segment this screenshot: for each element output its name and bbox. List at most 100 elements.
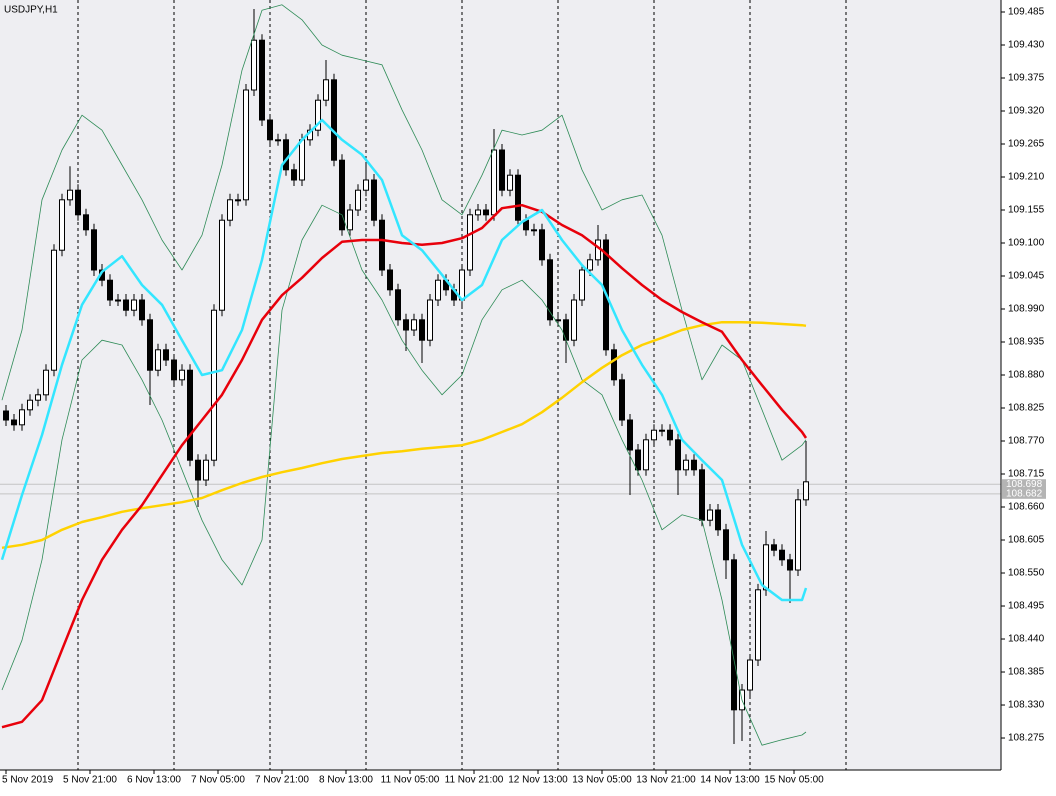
candle-body xyxy=(219,219,225,311)
candle-body xyxy=(131,299,137,311)
candle-body xyxy=(187,369,193,461)
x-tick-label: 15 Nov 05:00 xyxy=(764,775,824,786)
candle-body xyxy=(435,279,441,301)
candle-body xyxy=(203,459,209,481)
y-tick-label: 109.375 xyxy=(1008,73,1045,84)
candle-body xyxy=(243,89,249,201)
candle-body xyxy=(611,349,617,381)
y-tick-label: 108.385 xyxy=(1008,667,1045,678)
candle-body xyxy=(731,559,737,711)
candle-body xyxy=(403,319,409,331)
x-tick-label: 5 Nov 21:00 xyxy=(63,775,117,786)
y-tick-label: 109.265 xyxy=(1008,139,1045,150)
candle-body xyxy=(539,229,545,261)
candle-body xyxy=(419,319,425,341)
x-tick-label: 7 Nov 05:00 xyxy=(191,775,245,786)
x-tick-label: 13 Nov 21:00 xyxy=(636,775,696,786)
candle-body xyxy=(43,369,49,396)
candle-body xyxy=(315,99,321,131)
candle-body xyxy=(291,169,297,181)
candle-body xyxy=(323,79,329,101)
candle-body xyxy=(363,179,369,191)
candle-body xyxy=(651,429,657,441)
y-tick-label: 109.155 xyxy=(1008,205,1045,216)
candle-body xyxy=(571,299,577,341)
x-tick-label: 7 Nov 21:00 xyxy=(255,775,309,786)
y-tick-label: 108.275 xyxy=(1008,733,1045,744)
candle-body xyxy=(643,439,649,471)
candle-body xyxy=(227,199,233,221)
candle-body xyxy=(75,189,81,216)
candle-body xyxy=(499,149,505,191)
candle-body xyxy=(27,399,33,411)
x-tick-label: 14 Nov 13:00 xyxy=(700,775,760,786)
y-tick-label: 108.715 xyxy=(1008,469,1045,480)
candle-body xyxy=(83,214,89,231)
candle-body xyxy=(747,659,753,691)
candle-body xyxy=(19,409,25,426)
y-tick-label: 108.550 xyxy=(1008,568,1045,579)
candle-body xyxy=(147,319,153,371)
y-tick-label: 108.825 xyxy=(1008,403,1045,414)
candle-body xyxy=(331,79,337,161)
candle-body xyxy=(163,349,169,361)
y-tick-label: 109.100 xyxy=(1008,238,1045,249)
candle-body xyxy=(371,179,377,221)
candle-body xyxy=(723,529,729,561)
x-tick-label: 6 Nov 13:00 xyxy=(127,775,181,786)
candle-body xyxy=(619,379,625,421)
x-tick-label: 11 Nov 05:00 xyxy=(381,775,440,786)
candle-body xyxy=(771,544,777,551)
indicator-line xyxy=(1,4,807,461)
candle-body xyxy=(411,319,417,331)
candle-body xyxy=(67,189,73,201)
candle-body xyxy=(123,299,129,311)
y-tick-label: 108.880 xyxy=(1008,370,1045,381)
indicator-line xyxy=(0,118,808,602)
x-tick-label: 13 Nov 05:00 xyxy=(572,775,632,786)
price-label: 108.682 xyxy=(1006,488,1043,499)
candle-body xyxy=(699,469,705,521)
price-label-box xyxy=(1002,479,1046,490)
y-tick-label: 109.320 xyxy=(1008,106,1045,117)
candle-body xyxy=(211,309,217,461)
candle-body xyxy=(483,209,489,216)
candle-body xyxy=(283,139,289,171)
candle-body xyxy=(387,269,393,291)
y-tick-label: 108.605 xyxy=(1008,535,1045,546)
candle-body xyxy=(707,509,713,521)
candle-body xyxy=(627,419,633,451)
candle-body xyxy=(11,419,17,426)
candle-body xyxy=(179,369,185,381)
candle-body xyxy=(659,429,665,432)
candle-body xyxy=(795,499,801,571)
price-label-box xyxy=(1002,488,1046,499)
candle-body xyxy=(339,159,345,231)
candle-body xyxy=(459,269,465,301)
candle-body xyxy=(427,299,433,341)
candle-body xyxy=(51,249,57,371)
y-tick-label: 109.045 xyxy=(1008,271,1045,282)
candle-body xyxy=(35,394,41,401)
candle-body xyxy=(107,279,113,301)
candle-body xyxy=(91,229,97,271)
candle-body xyxy=(139,299,145,321)
candle-body xyxy=(787,559,793,571)
y-tick-label: 108.935 xyxy=(1008,337,1045,348)
candle-body xyxy=(715,509,721,531)
candle-body xyxy=(267,119,273,141)
plot-background xyxy=(0,0,1001,770)
candle-body xyxy=(635,449,641,471)
candle-body xyxy=(491,149,497,216)
candle-body xyxy=(235,199,241,202)
price-label: 108.698 xyxy=(1006,479,1043,490)
candle-body xyxy=(251,39,257,91)
candle-body xyxy=(779,549,785,561)
candle-body xyxy=(275,139,281,142)
candle-body xyxy=(171,359,177,381)
candle-body xyxy=(3,410,9,421)
candle-body xyxy=(115,299,121,302)
x-tick-label: 11 Nov 21:00 xyxy=(445,775,504,786)
candle-body xyxy=(299,139,305,181)
